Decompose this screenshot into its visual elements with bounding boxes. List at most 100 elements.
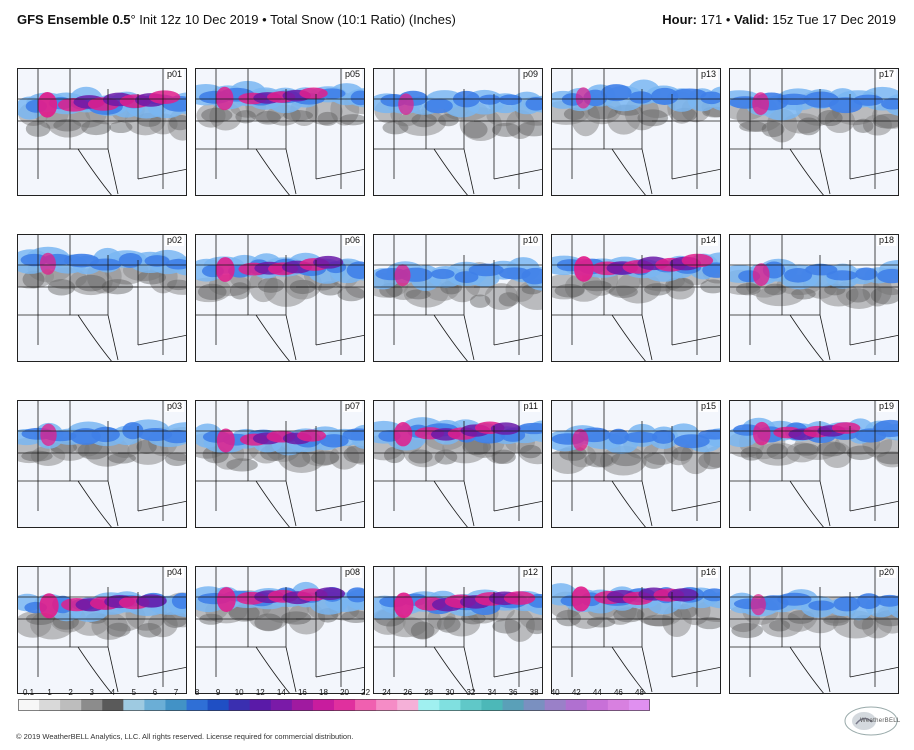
snow-contour [81,119,111,136]
snow-contour [280,611,312,625]
member-label: p08 [342,567,362,578]
colorbar-swatch [102,699,124,711]
ensemble-member-panel: p10 [373,234,543,362]
state-border [315,500,364,512]
member-label: p11 [521,401,540,412]
state-border [77,148,112,195]
colorbar-tick-label: 10 [234,688,244,697]
logo-text: WeatherBELL [860,718,901,724]
snowfall-map [196,235,364,361]
state-border [641,646,653,693]
snow-contour [521,267,542,285]
colorbar-tick-label: 28 [424,688,434,697]
member-label: p15 [698,401,718,412]
snow-contour [89,258,122,271]
snow-contour [405,289,431,300]
state-border [849,334,898,346]
snow-contour [826,270,858,281]
snow-contour [350,90,364,106]
snow-contour [608,428,630,445]
colorbar-swatch [628,699,650,711]
snow-contour [341,610,364,624]
member-label: p09 [520,69,540,80]
colorbar-tick-label: 7 [173,688,179,697]
snow-contour [750,594,766,616]
member-label: p12 [520,567,540,578]
colorbar-tick-label: 24 [382,688,392,697]
snow-contour [629,91,653,104]
snow-contour [492,618,521,634]
snow-contour [39,252,56,275]
snow-contour [314,587,346,601]
colorbar-swatch [355,699,377,711]
state-border [493,666,542,678]
header: GFS Ensemble 0.5° Init 12z 10 Dec 2019 •… [0,0,914,40]
snow-contour [572,428,589,451]
snowfall-map [552,69,720,195]
snow-contour [702,588,720,602]
snow-contour [411,113,437,128]
state-border [137,500,186,512]
colorbar-swatch [523,699,546,711]
snow-contour [881,97,898,110]
colorbar-tick-label: 8 [194,688,200,697]
state-border [107,480,119,527]
snow-contour [135,594,167,608]
colorbar-swatch [291,699,314,711]
colorbar-swatch [60,699,82,711]
snowfall-map [730,567,898,693]
state-border [671,500,720,512]
state-border [433,646,468,693]
snow-contour [201,107,233,123]
snow-contour [877,594,898,607]
state-border [285,480,297,527]
snow-contour [438,113,459,127]
colorbar-swatch [460,699,482,711]
colorbar-tick-label: 6 [152,688,158,697]
snow-contour [37,91,58,118]
colorbar-tick-label: 0.1 [22,688,35,697]
state-border [433,480,468,527]
snow-contour [75,274,107,292]
state-border [611,148,646,195]
ensemble-member-panel: p06 [195,234,365,362]
snowfall-map [196,401,364,527]
snow-contour [165,258,186,270]
snow-contour [582,280,612,292]
snow-contour [571,586,591,612]
state-border [849,168,898,180]
state-border [849,500,898,512]
snow-contour [519,444,542,459]
member-label: p20 [876,567,896,578]
snow-contour [469,294,491,308]
colorbar-swatch [186,699,209,711]
state-border [315,168,364,180]
ensemble-member-panel: p12 [373,566,543,694]
state-border [493,500,542,512]
state-border [463,314,475,361]
member-label: p07 [342,401,362,412]
degree-symbol: ° [130,12,136,27]
valid-time-info: Hour: 171 • Valid: 15z Tue 17 Dec 2019 [662,12,896,27]
state-border [255,480,290,527]
snow-contour [310,450,340,466]
state-border [285,646,297,693]
state-border [463,148,475,195]
state-border [671,334,720,346]
colorbar-tick-label: 22 [361,688,371,697]
member-label: p10 [520,235,540,246]
ensemble-member-panel: p03 [17,400,187,528]
snow-contour [853,118,874,133]
state-border [137,666,186,678]
snow-contour [454,271,479,283]
state-border [107,314,119,361]
snow-contour [21,450,53,462]
snow-contour [490,422,521,435]
snow-contour [784,268,813,283]
snow-contour [161,429,186,444]
ensemble-member-panel: p20 [729,566,899,694]
snowfall-map [730,69,898,195]
colorbar-swatch [39,699,61,711]
colorbar-swatch [481,699,504,711]
state-border [819,148,831,195]
